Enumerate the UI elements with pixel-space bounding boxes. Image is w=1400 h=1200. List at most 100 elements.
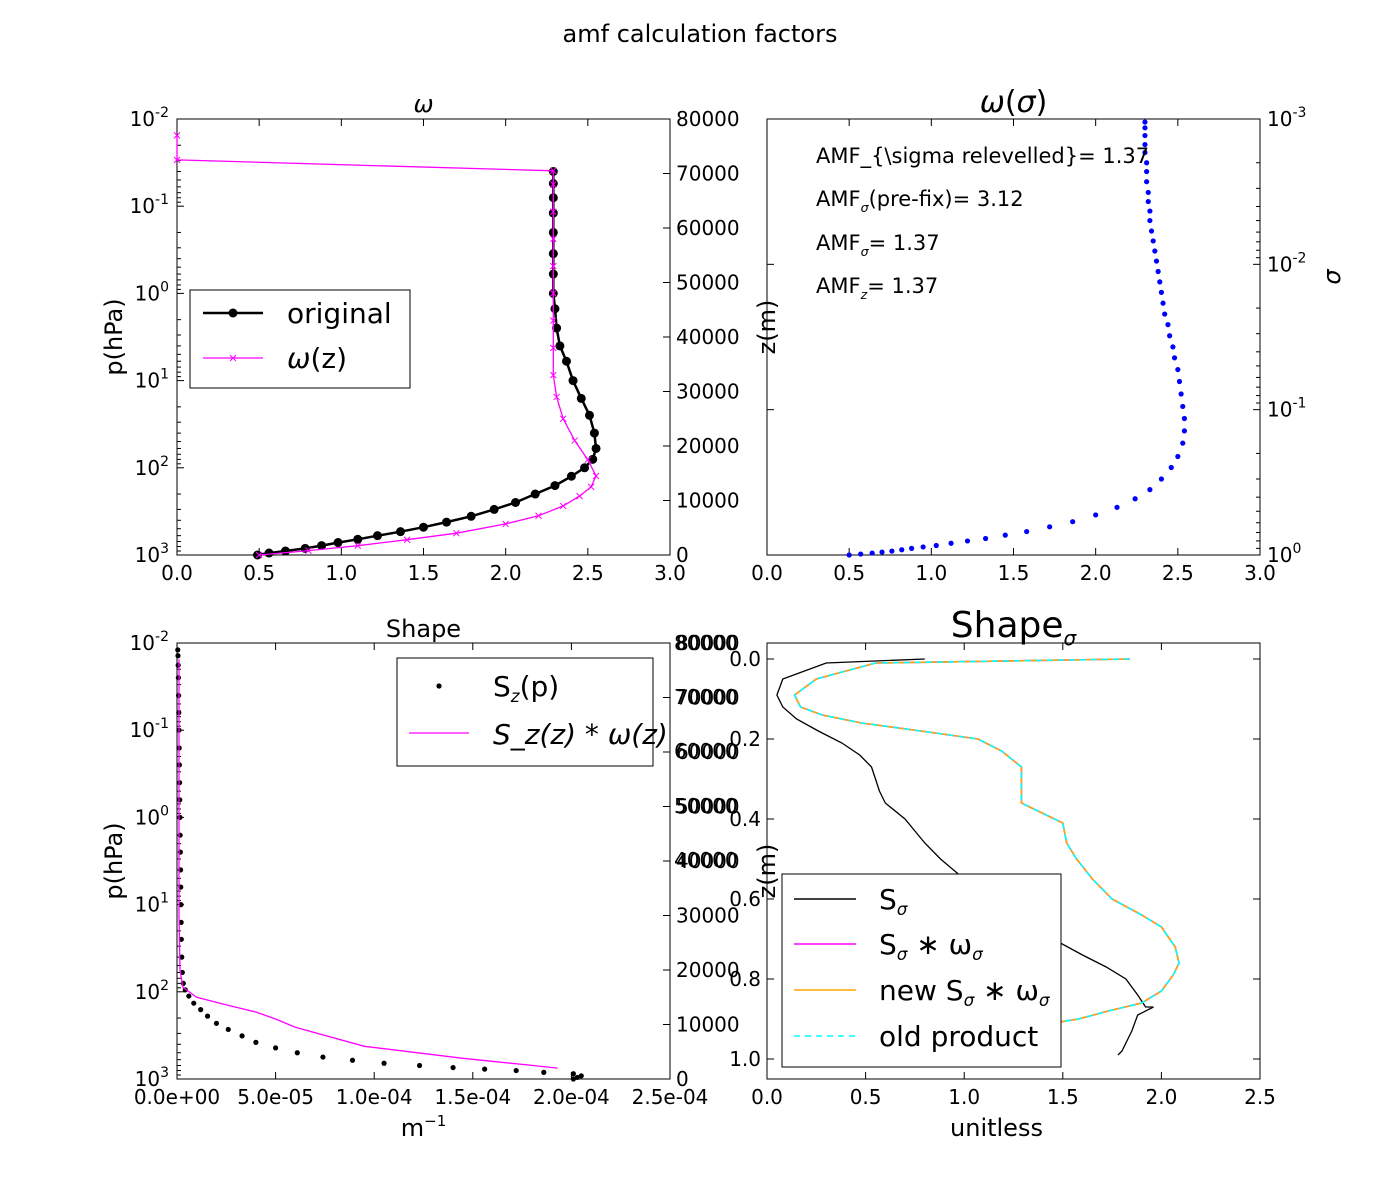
omegasigma-point — [1181, 428, 1188, 434]
shape-xlabel-base: m — [401, 1114, 424, 1142]
omegasigma-point — [964, 538, 971, 544]
omega-series-omegaz-point — [549, 290, 557, 297]
omegasigma-point — [1144, 179, 1150, 185]
omega-series-original-point — [264, 548, 274, 558]
shape-xtick-label: 1.5e-04 — [434, 1085, 511, 1109]
omegasigma-point — [1168, 464, 1174, 471]
shapesigma-series-line-3 — [793, 658, 1180, 1024]
shape-ytick-label-exp: 2 — [160, 978, 169, 994]
omega-series-original-point — [530, 489, 540, 499]
omega-ytick-label-base: 10 — [135, 281, 160, 305]
shapesigma-legend-label-part-0: S — [879, 928, 897, 961]
shape-series-szp-point — [213, 1020, 220, 1026]
chart-shape-sigma: Shapeσ0.00.20.40.60.81.08000070000600005… — [674, 605, 1276, 1142]
shape-legend: Sz(p) S_z(z) * ω(z) — [396, 657, 668, 767]
omega-series-omegaz-point — [559, 415, 567, 423]
shape-series-szp-point — [416, 1062, 423, 1069]
shape-series-szp-point — [320, 1054, 326, 1060]
omegasigma-annotation-part-2: (pre-fix)= 3.12 — [869, 187, 1024, 211]
shape-legend-label-szomega: S_z(z) * ω(z) — [493, 718, 668, 751]
shapesigma-xtick-label: 0.0 — [751, 1085, 783, 1109]
shape-ytick-label-base: 10 — [135, 1067, 160, 1091]
omega-ytick-label-base: 10 — [135, 543, 160, 567]
omega-ytick-right-label: 50000 — [676, 271, 740, 295]
omega-series-omegaz-line — [176, 135, 597, 556]
omegasigma-point — [1142, 132, 1148, 139]
shape-ytick-right-label: 30000 — [676, 904, 740, 928]
omegasigma-title-close: ) — [1036, 85, 1048, 120]
omega-series-omegaz-point — [549, 371, 557, 379]
omegasigma-point — [1155, 268, 1161, 275]
shape-series-szp-point — [204, 1013, 211, 1019]
omegasigma-point — [1142, 125, 1148, 131]
omegasigma-point — [1148, 228, 1155, 234]
omegasigma-point — [1152, 248, 1158, 254]
shapesigma-xtick-label: 0.5 — [850, 1085, 882, 1109]
shape-ytick-label-base: 10 — [135, 893, 160, 917]
omegasigma-point — [1153, 258, 1160, 264]
omegasigma-point — [1142, 141, 1148, 148]
shape-ytick-label: 101 — [135, 891, 169, 917]
omegasigma-point — [933, 542, 939, 549]
omega-title: ω — [413, 90, 433, 118]
omega-ytick-right-label: 0 — [676, 543, 689, 567]
shape-ytick-label-base: 10 — [135, 805, 160, 829]
shape-series-szp-point — [381, 1060, 387, 1066]
omegasigma-title-open: ( — [1005, 85, 1017, 120]
omega-ytick-label-exp: 0 — [160, 279, 169, 295]
omega-xtick-label: 3.0 — [654, 561, 686, 585]
shape-series-szp-point — [177, 814, 183, 821]
shape-ytick-right-label: 10000 — [676, 1013, 740, 1037]
omegasigma-title: ω(σ) — [980, 85, 1048, 120]
omegasigma-point — [920, 544, 926, 550]
shape-ytick-label: 102 — [135, 978, 169, 1004]
shape-ytick-label: 103 — [135, 1065, 169, 1091]
shape-series-szp-point — [175, 662, 181, 668]
omegasigma-point — [869, 550, 875, 556]
omegasigma-point — [1170, 344, 1176, 350]
shape-ytick-label: 10-2 — [130, 629, 169, 655]
omega-series-omegaz-point — [173, 156, 181, 164]
shape-legend-label-szp-part-0: S — [493, 670, 511, 703]
omegasigma-xtick-label: 1.0 — [915, 561, 947, 585]
shape-series-szp-point — [177, 832, 183, 838]
shapesigma-legend-label-part-3: σ — [972, 944, 984, 964]
omegasigma-point — [1093, 512, 1099, 518]
omega-series-omegaz-point — [559, 502, 567, 510]
omega-series-omegaz-point — [549, 208, 557, 216]
omegasigma-point — [1114, 504, 1120, 510]
omegasigma-point — [1175, 453, 1181, 460]
omega-ytick-right-label: 10000 — [676, 489, 740, 513]
shape-series-szomega-line — [178, 659, 558, 1069]
omegasigma-point — [1162, 311, 1168, 317]
omegasigma-ytick-label-exp: 0 — [1292, 541, 1301, 557]
shape-xlabel-sup: −1 — [424, 1112, 446, 1130]
shape-ytick-right-label: 70000 — [676, 686, 740, 710]
omega-ytick-label: 10-2 — [130, 105, 169, 131]
omega-series-original-point — [550, 481, 560, 491]
omegasigma-annotation-part-1: z — [860, 287, 868, 302]
omega-series-original-point — [466, 511, 476, 521]
shapesigma-xtick-label: 2.0 — [1145, 1085, 1177, 1109]
omega-ytick-label: 102 — [135, 454, 169, 480]
shapesigma-ghost-label: 70000 — [674, 685, 738, 709]
shapesigma-legend-label-part-4: σ — [1039, 990, 1051, 1010]
shape-ytick-label-exp: 3 — [160, 1065, 169, 1081]
omega-series-omegaz-point — [255, 551, 263, 559]
omegasigma-point — [909, 545, 915, 551]
omegasigma-point — [1171, 355, 1178, 361]
omega-series-original-point — [591, 443, 601, 453]
omegasigma-point — [846, 552, 852, 558]
omega-series-original-point — [552, 323, 562, 333]
shape-ytick-right-label: 80000 — [676, 631, 740, 655]
shape-ytick-right-label: 60000 — [676, 740, 740, 764]
omegasigma-ytick-label-base: 10 — [1267, 252, 1292, 276]
omega-series-original-point — [580, 463, 590, 473]
shape-series-szp-point — [570, 1071, 576, 1077]
omega-legend-box — [189, 289, 411, 389]
omegasigma-xtick-label: 2.5 — [1162, 561, 1194, 585]
omega-legend-label-original: original — [287, 297, 392, 330]
shapesigma-ytick-label: 0.4 — [729, 807, 761, 831]
